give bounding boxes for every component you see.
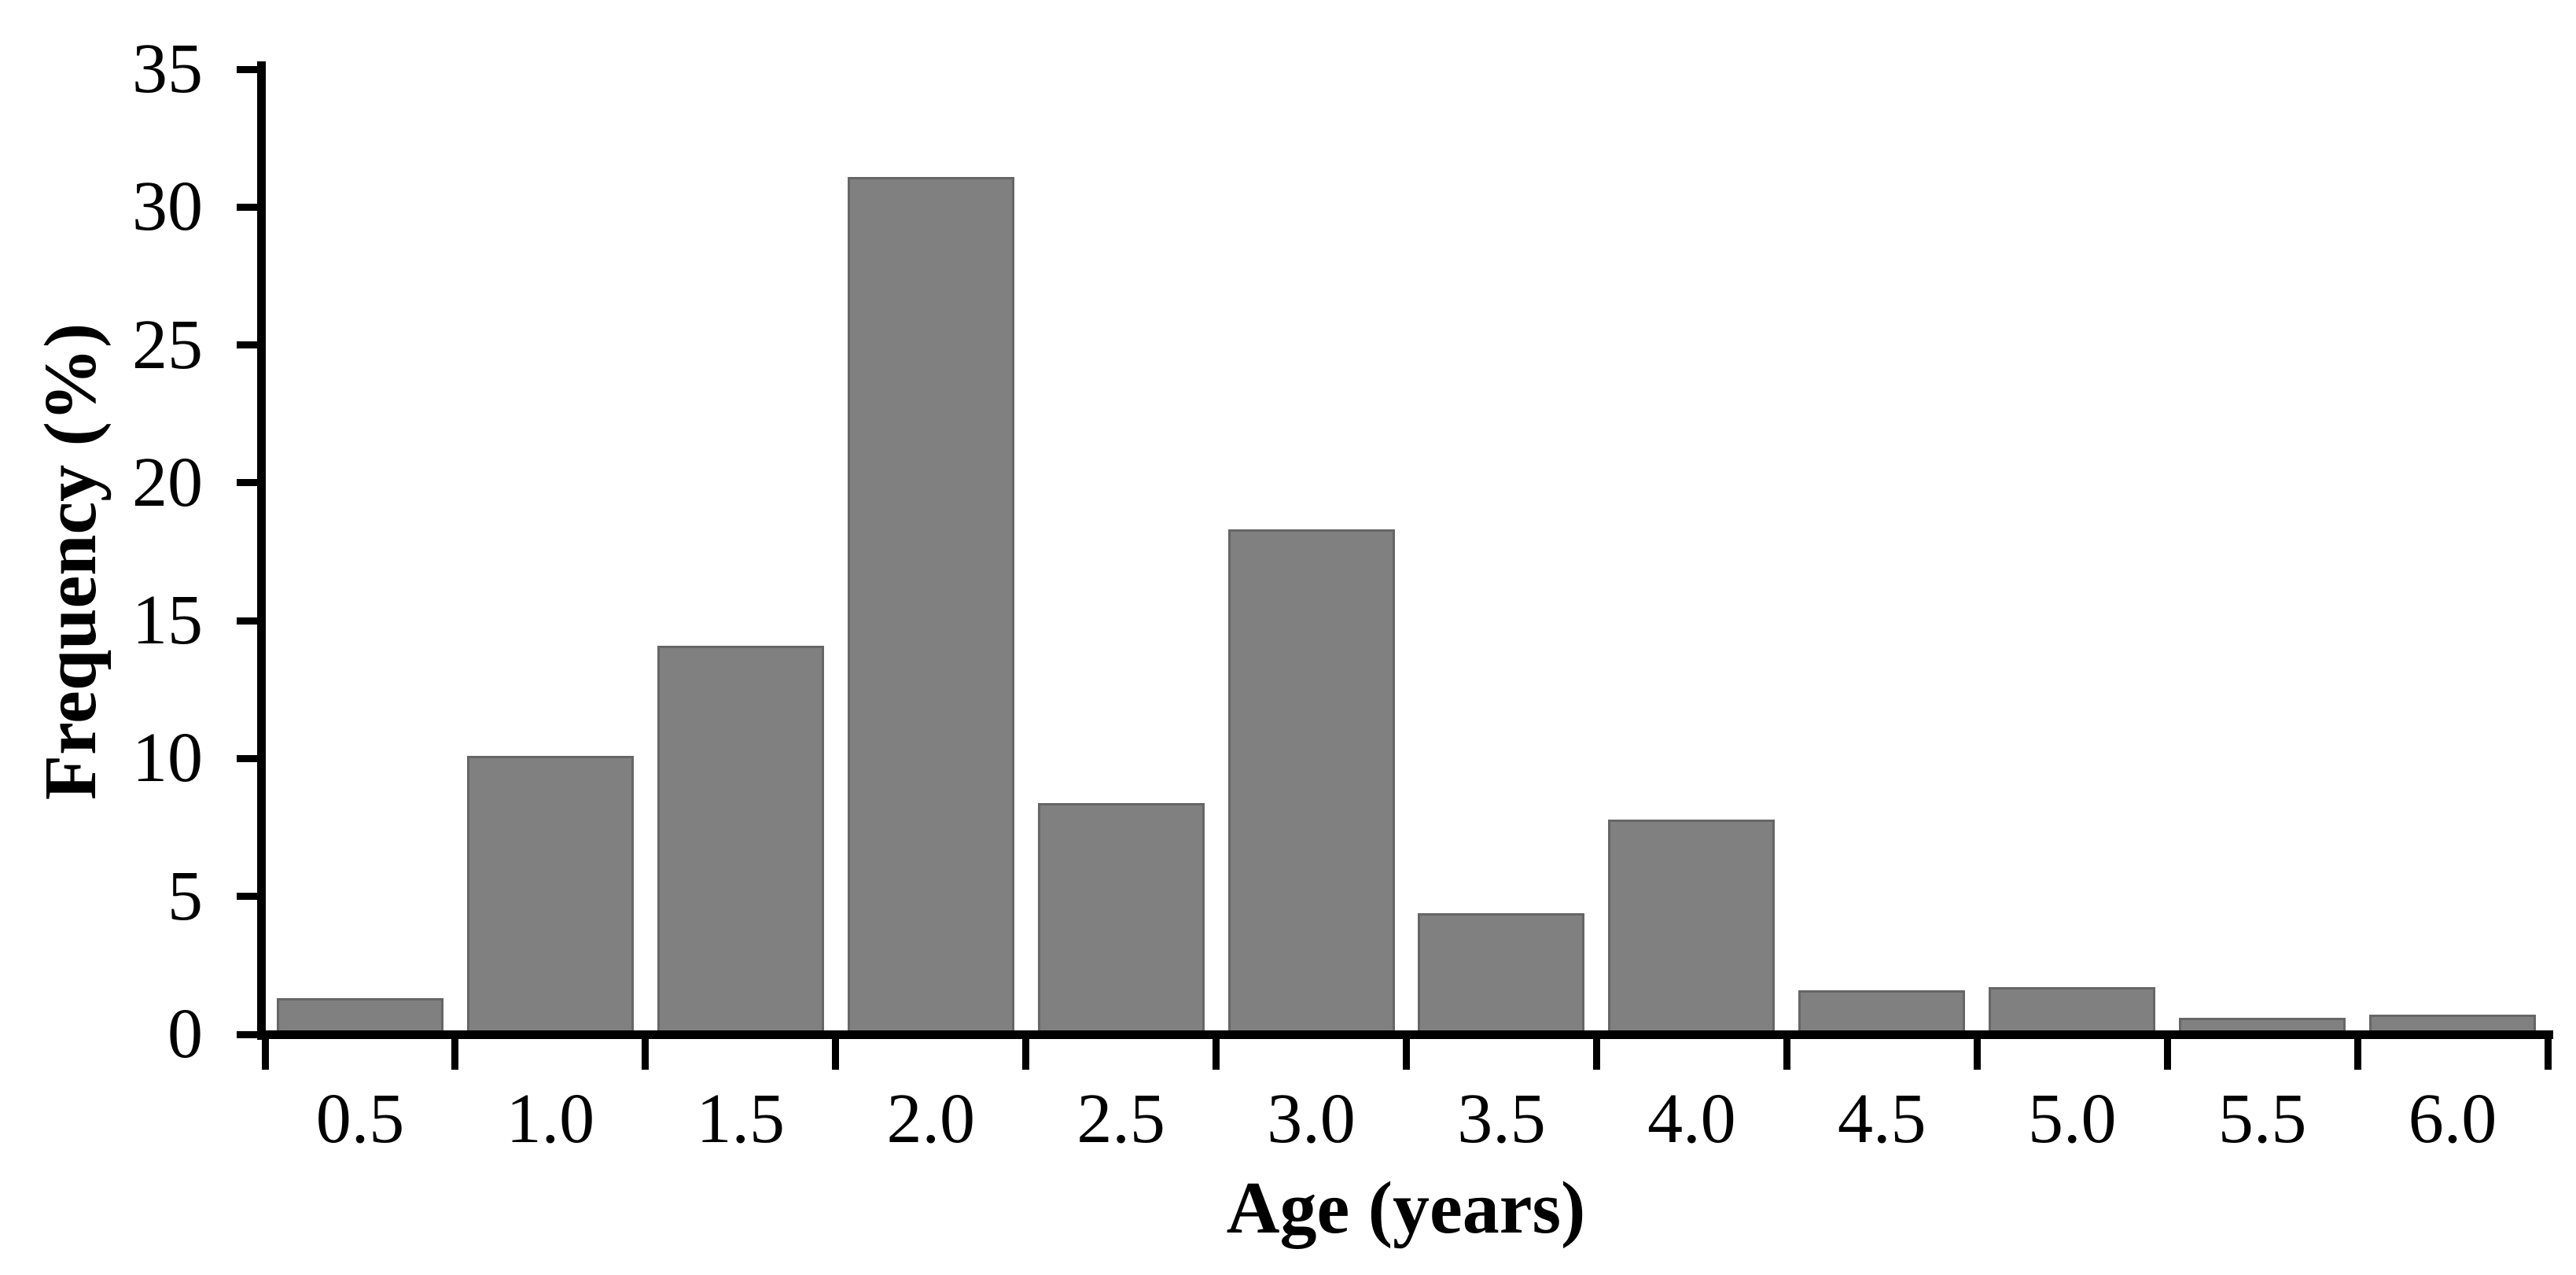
y-tick-label: 10 xyxy=(132,719,203,798)
x-axis-line xyxy=(257,1030,2553,1039)
x-tick xyxy=(1213,1035,1220,1070)
x-tick-label: 5.0 xyxy=(2027,1080,2117,1158)
x-tick-label: 3.0 xyxy=(1267,1080,1356,1158)
bar xyxy=(1608,819,1776,1037)
x-tick-label: 3.5 xyxy=(1457,1080,1546,1158)
bar xyxy=(1037,802,1205,1037)
y-tick-label: 5 xyxy=(167,857,203,935)
x-tick-label: 1.0 xyxy=(506,1080,595,1158)
y-tick-label: 25 xyxy=(132,305,203,384)
bar xyxy=(657,645,824,1037)
bar xyxy=(466,755,634,1037)
y-tick xyxy=(237,617,259,625)
y-axis-line xyxy=(257,61,266,1040)
x-tick xyxy=(1973,1035,1981,1070)
y-tick xyxy=(237,754,259,762)
x-tick xyxy=(451,1035,459,1070)
y-tick-label: 15 xyxy=(132,581,203,660)
x-tick-label: 2.5 xyxy=(1076,1080,1165,1158)
x-tick xyxy=(2544,1035,2552,1070)
x-tick xyxy=(1403,1035,1410,1070)
x-axis-title: Age (years) xyxy=(1226,1167,1586,1249)
x-tick-label: 2.0 xyxy=(886,1080,975,1158)
x-tick-label: 5.5 xyxy=(2217,1080,2307,1158)
bar xyxy=(1418,912,1585,1037)
y-tick-label: 30 xyxy=(132,168,203,246)
x-tick xyxy=(1783,1035,1790,1070)
x-tick-label: 6.0 xyxy=(2408,1080,2497,1158)
y-tick xyxy=(237,1030,259,1038)
x-tick xyxy=(832,1035,840,1070)
bar xyxy=(1227,529,1395,1037)
x-tick xyxy=(2353,1035,2361,1070)
y-tick xyxy=(237,479,259,487)
y-tick xyxy=(237,341,259,349)
bar xyxy=(847,176,1014,1037)
x-tick xyxy=(2163,1035,2171,1070)
x-tick-label: 4.0 xyxy=(1647,1080,1736,1158)
y-tick-label: 20 xyxy=(132,443,203,521)
x-tick xyxy=(642,1035,650,1070)
x-tick-label: 1.5 xyxy=(696,1080,786,1158)
x-tick xyxy=(1592,1035,1600,1070)
x-tick xyxy=(261,1035,269,1070)
y-tick-label: 35 xyxy=(132,30,203,108)
y-tick xyxy=(237,893,259,901)
y-tick xyxy=(237,65,259,73)
x-tick xyxy=(1022,1035,1030,1070)
x-tick-label: 0.5 xyxy=(315,1080,405,1158)
y-tick-label: 0 xyxy=(167,995,203,1073)
y-tick xyxy=(237,203,259,211)
x-tick-label: 4.5 xyxy=(1838,1080,1926,1158)
